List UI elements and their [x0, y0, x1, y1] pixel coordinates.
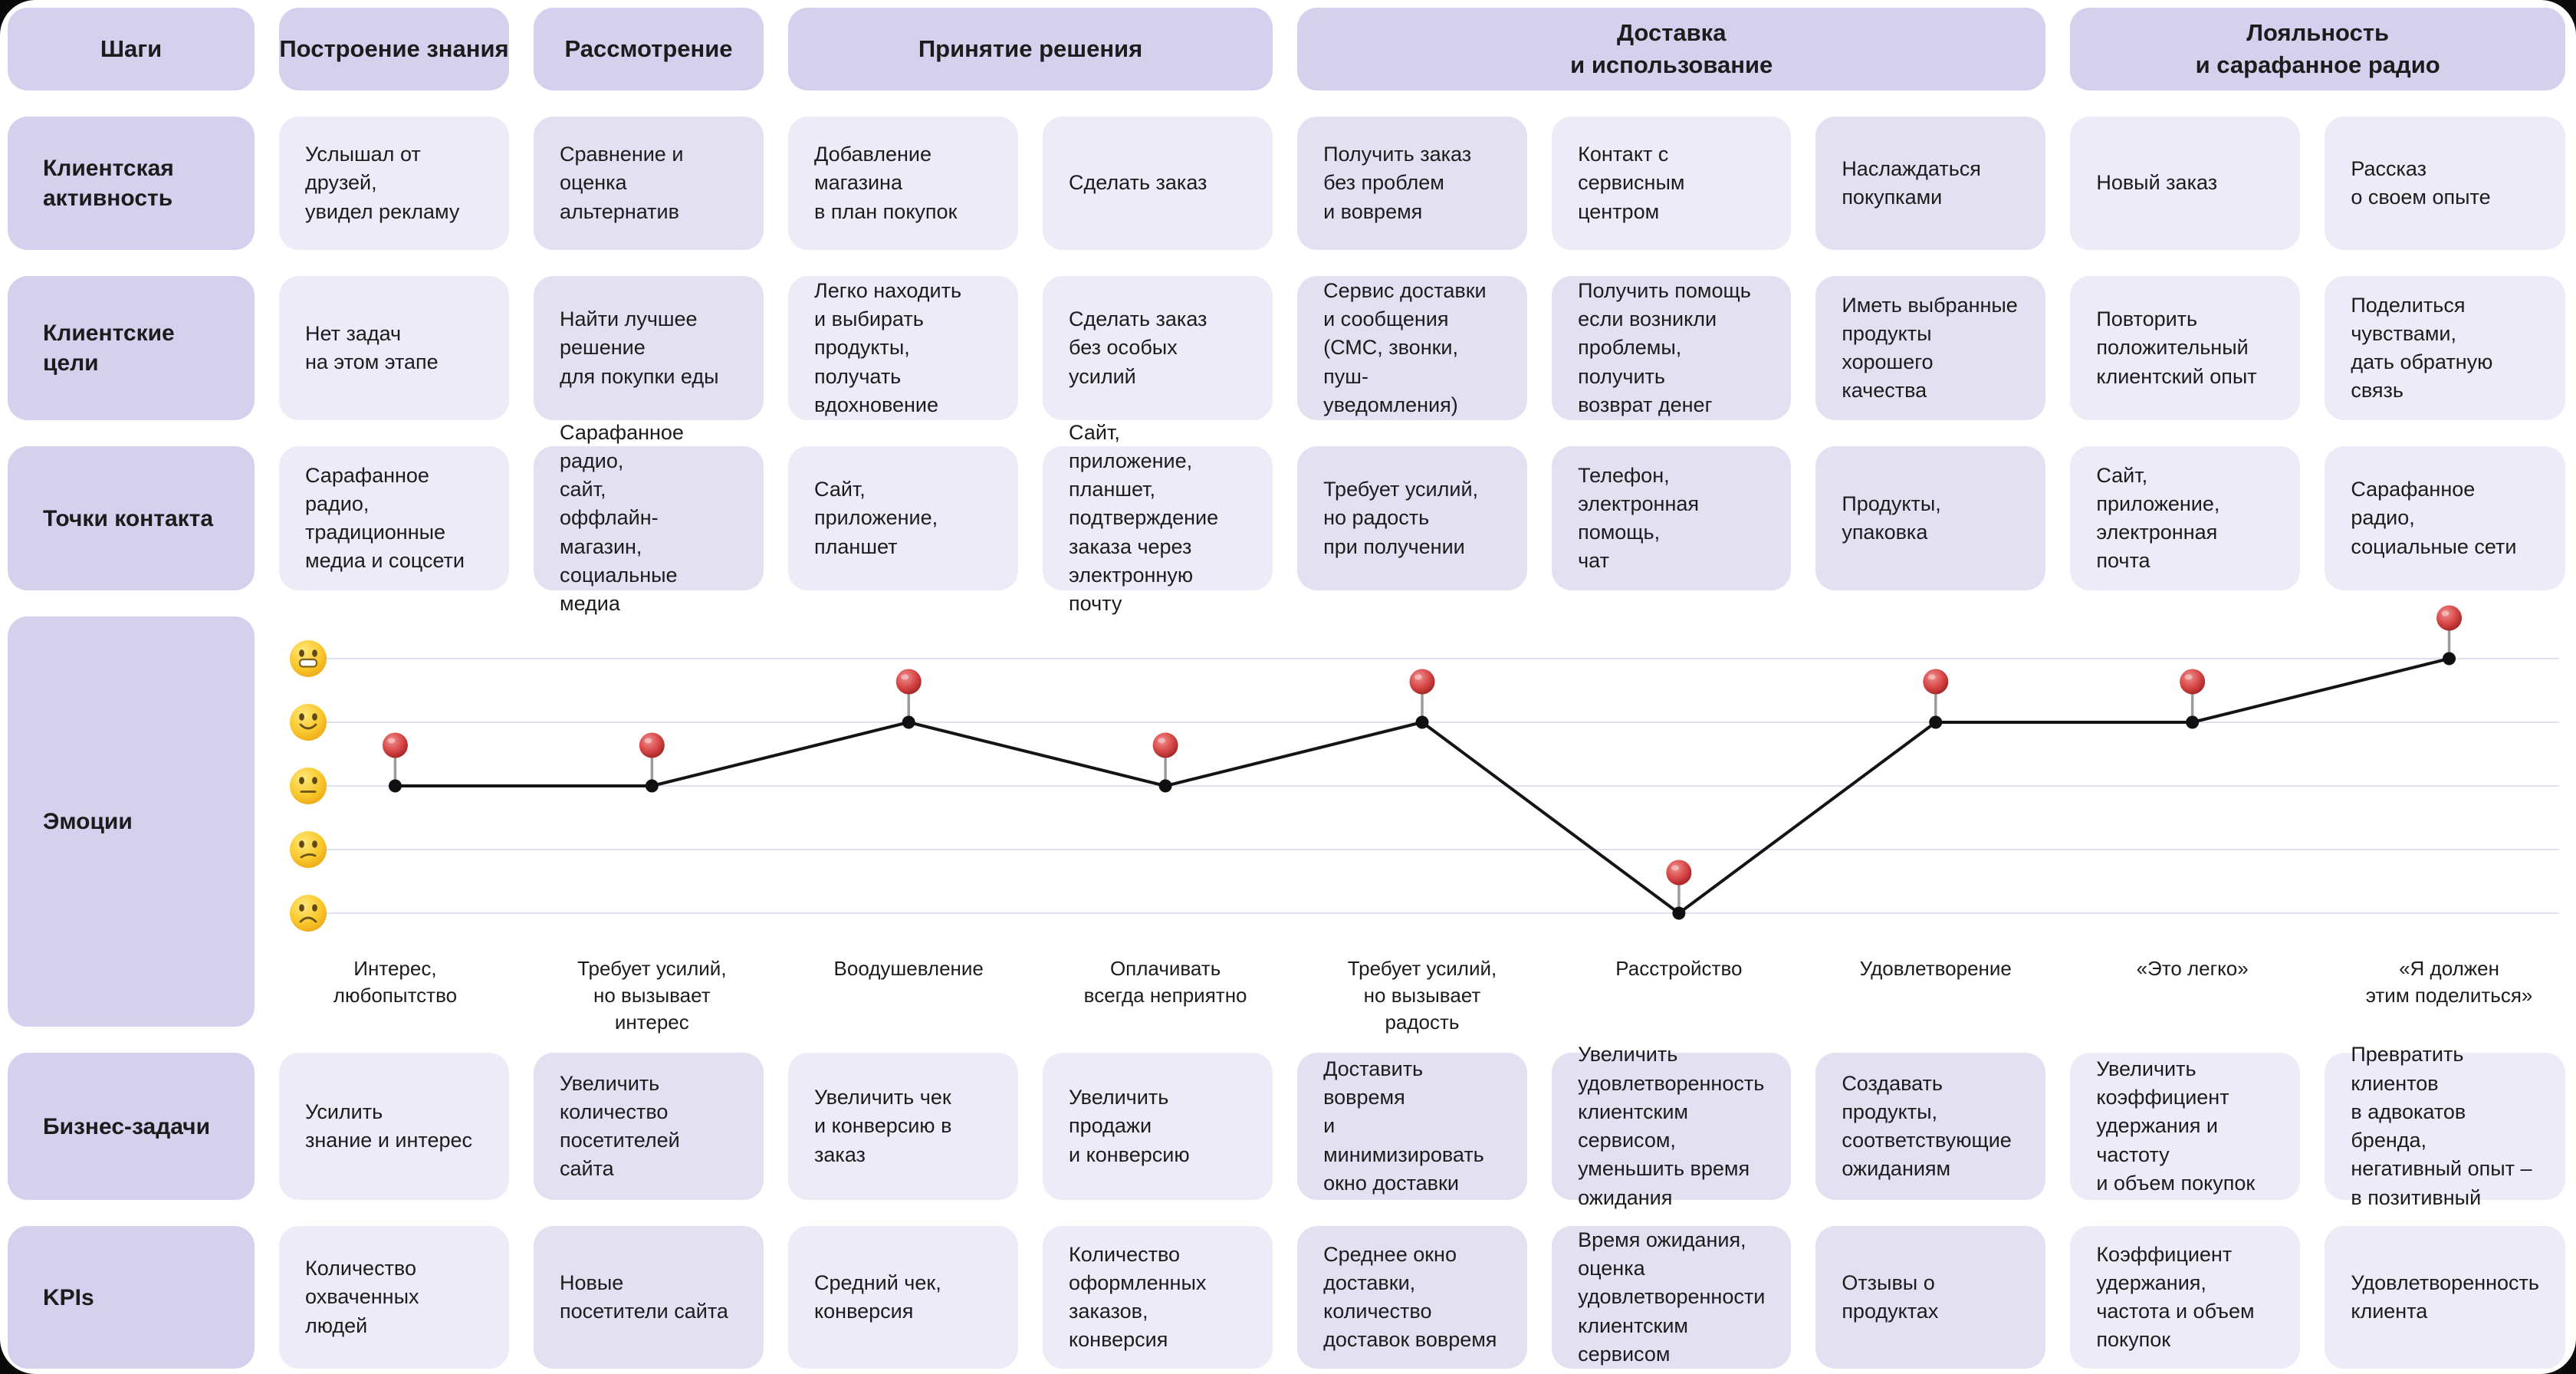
activity-cell-1: Услышал от друзей, увидел рекламу [279, 117, 510, 250]
business-cell-9: Превратить клиентов в адвокатов бренда, … [2325, 1043, 2565, 1209]
touchpoints-cell-9: Сарафанное радио, социальные сети [2325, 446, 2565, 590]
frowning-face-icon [289, 895, 327, 932]
emotion-label-6: Расстройство [1615, 957, 1743, 980]
activity-cell-7: Наслаждаться покупками [1815, 117, 2046, 250]
emotion-labels-row: Интерес, любопытство Требует усилий, но в… [279, 955, 2565, 1036]
goals-cell-4: Сделать заказ без особых усилий [1043, 276, 1273, 420]
steps-header: Шаги [8, 8, 255, 90]
kpis-cell-4: Количество оформленных заказов, конверси… [1043, 1226, 1273, 1369]
emotion-label-4: Оплачивать всегда неприятно [1083, 957, 1247, 1007]
kpis-cell-9: Удовлетворенность клиента [2325, 1226, 2565, 1369]
emotion-label-9: «Я должен этим поделиться» [2365, 957, 2533, 1007]
confused-face-icon [289, 831, 327, 868]
row-label-touchpoints: Точки контакта [8, 446, 255, 590]
kpis-cell-2: Новые посетители сайта [534, 1226, 764, 1369]
kpis-cell-3: Средний чек, конверсия [788, 1226, 1019, 1369]
goals-cell-7: Иметь выбранные продукты хорошего качест… [1815, 276, 2046, 420]
stage-header-2: Рассмотрение [534, 8, 764, 90]
emotion-pin [1152, 732, 1178, 793]
emotion-label-8: «Это легко» [2136, 957, 2249, 980]
activity-cell-3: Добавление магазина в план покупок [788, 117, 1019, 250]
business-cell-6: Увеличить удовлетворенность клиентским с… [1552, 1043, 1792, 1209]
business-cell-3: Увеличить чек и конверсию в заказ [788, 1053, 1019, 1200]
emotion-pin [895, 669, 922, 729]
activity-cell-5: Получить заказ без проблем и вовремя [1297, 117, 1528, 250]
emotion-point [2443, 652, 2456, 666]
goals-cell-5: Сервис доставки и сообщения (СМС, звонки… [1297, 276, 1528, 420]
neutral-face-icon [289, 768, 327, 804]
kpis-cell-1: Количество охваченных людей [279, 1226, 510, 1369]
touchpoints-cell-4: Сайт, приложение, планшет, подтверждение… [1043, 421, 1273, 615]
business-cell-7: Создавать продукты, соответствующие ожид… [1815, 1053, 2046, 1200]
emotion-pin [382, 732, 408, 793]
kpis-cell-7: Отзывы о продуктах [1815, 1226, 2046, 1369]
emotion-pin [2436, 605, 2463, 666]
goals-cell-2: Найти лучшее решение для покупки еды [534, 276, 764, 420]
emotion-point [1158, 779, 1172, 793]
kpis-cell-6: Время ожидания, оценка удовлетворенности… [1552, 1226, 1792, 1369]
row-label-emotions: Эмоции [8, 616, 255, 1027]
business-cell-2: Увеличить количество посетителей сайта [534, 1053, 764, 1200]
business-cell-1: Усилить знание и интерес [279, 1053, 510, 1200]
touchpoints-cell-7: Продукты, упаковка [1815, 446, 2046, 590]
emotion-pin [1409, 669, 1435, 729]
row-label-kpis: KPIs [8, 1226, 255, 1369]
touchpoints-cell-3: Сайт, приложение, планшет [788, 446, 1019, 590]
emotion-point [902, 715, 915, 729]
business-cell-5: Доставить вовремя и минимизировать окно … [1297, 1053, 1528, 1200]
activity-cell-4: Сделать заказ [1043, 117, 1273, 250]
emotion-point [1929, 715, 1943, 729]
touchpoints-cell-5: Требует усилий, но радость при получении [1297, 446, 1528, 590]
touchpoints-cell-8: Сайт, приложение, электронная почта [2070, 446, 2301, 590]
stage-header-1: Построение знания [279, 8, 510, 90]
row-label-activity: Клиентская активность [8, 117, 255, 250]
activity-cell-9: Рассказ о своем опыте [2325, 117, 2565, 250]
emotion-label-2: Требует усилий, но вызывает интерес [577, 957, 727, 1034]
goals-cell-1: Нет задач на этом этапе [279, 276, 510, 420]
goals-cell-6: Получить помощь если возникли проблемы, … [1552, 276, 1792, 420]
emotion-point [1672, 906, 1686, 920]
emotion-pin [1666, 860, 1692, 920]
activity-cell-2: Сравнение и оценка альтернатив [534, 117, 764, 250]
row-label-goals: Клиентские цели [8, 276, 255, 420]
emotion-pin [1923, 669, 1949, 729]
goals-cell-9: Поделиться чувствами, дать обратную связ… [2325, 276, 2565, 420]
stage-header-4: Доставка и использование [1297, 8, 2046, 90]
emotion-point [388, 779, 402, 793]
emotion-point [1415, 715, 1429, 729]
business-cell-8: Увеличить коэффициент удержания и частот… [2070, 1053, 2301, 1200]
stage-header-5: Лояльность и сарафанное радио [2070, 8, 2565, 90]
goals-cell-8: Повторить положительный клиентский опыт [2070, 276, 2301, 420]
activity-cell-6: Контакт с сервисным центром [1552, 117, 1792, 250]
activity-cell-8: Новый заказ [2070, 117, 2301, 250]
slightly-smiling-face-icon [289, 704, 327, 741]
kpis-cell-8: Коэффициент удержания, частота и объем п… [2070, 1226, 2301, 1369]
touchpoints-cell-2: Сарафанное радио, сайт, оффлайн-магазин,… [534, 421, 764, 615]
emotion-pin [2180, 669, 2206, 729]
touchpoints-cell-6: Телефон, электронная помощь, чат [1552, 446, 1792, 590]
emotion-chart [289, 605, 2559, 932]
stage-header-3: Принятие решения [788, 8, 1273, 90]
emotion-label-1: Интерес, любопытство [333, 957, 458, 1007]
grinning-face-icon [289, 640, 327, 677]
row-label-business: Бизнес-задачи [8, 1053, 255, 1200]
goals-cell-3: Легко находить и выбирать продукты, полу… [788, 276, 1019, 420]
emotion-pin [639, 732, 665, 793]
touchpoints-cell-1: Сарафанное радио, традиционные медиа и с… [279, 446, 510, 590]
emotion-chart-area: Интерес, любопытство Требует усилий, но в… [279, 605, 2565, 1034]
emotion-point [2186, 715, 2200, 729]
emotion-point [645, 779, 659, 793]
business-cell-4: Увеличить продажи и конверсию [1043, 1053, 1273, 1200]
kpis-cell-5: Среднее окно доставки, количество достав… [1297, 1226, 1528, 1369]
emotion-label-3: Воодушевление [833, 957, 984, 980]
emotion-label-7: Удовлетворение [1859, 957, 2012, 980]
emotion-label-5: Требует усилий, но вызывает радость [1347, 957, 1497, 1034]
